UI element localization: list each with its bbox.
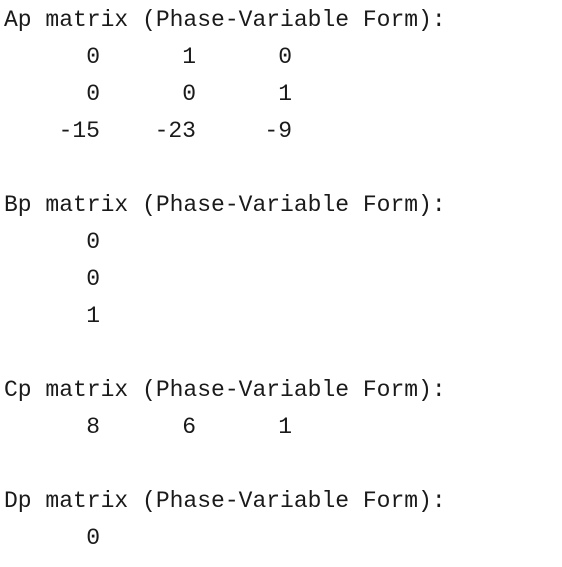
matrix-cell: 0 [86,81,100,107]
bp-matrix-heading: Bp matrix (Phase-Variable Form): [4,192,446,218]
matrix-cell: 0 [86,44,100,70]
ap-matrix-row: 0 1 0 [0,43,560,71]
matrix-cell: -23 [154,118,196,144]
matrix-cell: 0 [278,44,292,70]
matrix-cell: 0 [86,525,100,551]
matrix-cell: 8 [86,414,100,440]
cp-matrix-heading: Cp matrix (Phase-Variable Form): [4,377,446,403]
matrix-cell: 0 [86,229,100,255]
ap-matrix-row: -15 -23 -9 [0,117,560,145]
bp-matrix-row: 1 [0,302,560,330]
matrix-cell: 6 [182,414,196,440]
dp-matrix-row: 0 [0,524,560,552]
matrix-cell: -15 [58,118,100,144]
dp-matrix-heading: Dp matrix (Phase-Variable Form): [4,488,446,514]
matrix-cell: 1 [182,44,196,70]
ap-matrix-heading: Ap matrix (Phase-Variable Form): [4,7,446,33]
matrix-cell: 0 [86,266,100,292]
ap-matrix-row: 0 0 1 [0,80,560,108]
matrix-cell: 1 [86,303,100,329]
matrix-cell: -9 [264,118,292,144]
matrix-cell: 1 [278,81,292,107]
bp-matrix-row: 0 [0,265,560,293]
matrix-cell: 0 [182,81,196,107]
bp-matrix-row: 0 [0,228,560,256]
cp-matrix-row: 8 6 1 [0,413,560,441]
matrix-cell: 1 [278,414,292,440]
